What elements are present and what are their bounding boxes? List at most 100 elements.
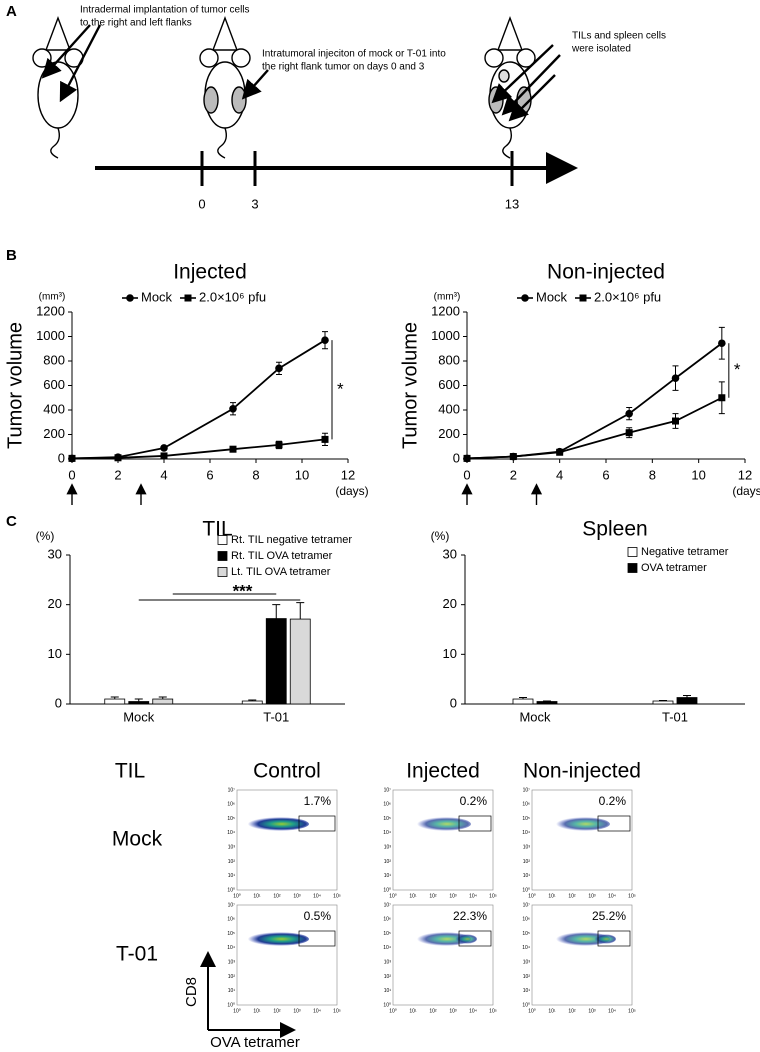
legend-label: 2.0×10⁶ pfu xyxy=(594,289,661,304)
flow-x-tick: 10⁴ xyxy=(608,893,616,899)
point xyxy=(509,453,517,461)
step-text: to the right and left flanks xyxy=(80,18,192,29)
plot-frame xyxy=(236,789,338,891)
legend-swatch xyxy=(217,567,228,577)
x-tick-label: 6 xyxy=(602,467,609,482)
flow-y-tick: 10⁷ xyxy=(384,787,392,793)
flow-y-tick: 10² xyxy=(384,974,392,980)
flow-x-tick: 10¹ xyxy=(409,1008,417,1014)
legend-label: Rt. TIL OVA tetramer xyxy=(231,550,333,562)
cell-cloud xyxy=(550,932,610,946)
flow-y-tick: 10⁰ xyxy=(227,1002,235,1008)
y-tick-label: 0 xyxy=(453,450,460,465)
point xyxy=(463,454,471,462)
column-header: Injected xyxy=(406,760,480,783)
point xyxy=(672,417,679,425)
y-tick-label: 1200 xyxy=(431,303,460,318)
y-tick-label: 0 xyxy=(55,695,62,710)
axis-unit: (%) xyxy=(431,529,450,543)
gate xyxy=(298,930,336,947)
error-bar xyxy=(683,695,691,698)
legend-label: Negative tetramer xyxy=(641,546,729,558)
flow-x-tick: 10⁰ xyxy=(233,1008,241,1014)
axis-unit: (mm³) xyxy=(39,292,66,303)
gate xyxy=(458,930,492,947)
point xyxy=(114,454,122,462)
point xyxy=(229,445,237,453)
flow-x-tick: 10² xyxy=(273,1008,281,1014)
flow-x-tick: 10⁰ xyxy=(389,893,397,899)
legend-label: Rt. TIL negative tetramer xyxy=(231,534,352,546)
flow-y-tick: 10³ xyxy=(384,844,392,850)
bar xyxy=(241,700,263,705)
legend-label: Lt. TIL OVA tetramer xyxy=(231,566,331,578)
axis-title: Tumor volume xyxy=(4,322,26,449)
x-tick-label: T-01 xyxy=(662,709,688,724)
gate xyxy=(458,815,492,832)
flow-y-tick: 10⁶ xyxy=(522,917,530,923)
flow-y-tick: 10⁶ xyxy=(383,917,391,923)
series-line xyxy=(466,396,723,460)
legend-marker xyxy=(579,294,587,302)
flow-y-tick: 10⁵ xyxy=(227,816,235,822)
bar xyxy=(652,700,674,705)
flow-x-tick: 10⁵ xyxy=(489,893,497,899)
error-bar xyxy=(110,696,119,700)
flow-y-tick: 10⁵ xyxy=(522,816,530,822)
flow-y-tick: 10² xyxy=(523,859,531,865)
legend-marker xyxy=(126,294,134,302)
flow-x-tick: 10² xyxy=(273,893,281,899)
legend-swatch xyxy=(217,535,228,545)
flow-x-tick: 10⁴ xyxy=(608,1008,616,1014)
cell-cloud xyxy=(550,817,610,831)
flow-x-tick: 10⁰ xyxy=(389,1008,397,1014)
y-tick-label: 20 xyxy=(443,596,457,611)
flow-x-tick: 10³ xyxy=(293,1008,301,1014)
flow-y-tick: 10³ xyxy=(523,844,531,850)
flow-x-tick: 10¹ xyxy=(548,893,556,899)
y-tick-label: 10 xyxy=(443,646,457,661)
flow-x-tick: 10⁵ xyxy=(489,1008,497,1014)
point xyxy=(625,409,633,418)
annotation: * xyxy=(734,360,741,379)
legend-swatch xyxy=(627,563,638,573)
flow-y-tick: 10³ xyxy=(228,844,236,850)
flow-y-tick: 10¹ xyxy=(523,873,531,879)
timeline-label: 3 xyxy=(251,196,258,211)
flow-y-tick: 10² xyxy=(228,859,236,865)
x-tick-label: 8 xyxy=(252,467,259,482)
point xyxy=(671,374,680,382)
flow-y-tick: 10⁰ xyxy=(522,887,530,893)
flow-y-tick: 10⁷ xyxy=(523,787,531,793)
point xyxy=(625,429,633,437)
timeline-label: 13 xyxy=(505,196,519,211)
flow-x-tick: 10² xyxy=(429,893,437,899)
bar xyxy=(128,701,150,705)
flow-x-tick: 10⁵ xyxy=(628,1008,636,1014)
point xyxy=(321,435,329,443)
flow-x-tick: 10³ xyxy=(293,893,301,899)
error-bar xyxy=(158,696,167,700)
cell-cloud xyxy=(592,934,616,944)
gate-percent: 1.7% xyxy=(304,794,332,808)
gate-percent: 0.2% xyxy=(599,794,627,808)
chart-title: TIL xyxy=(202,518,232,541)
flow-x-tick: 10² xyxy=(568,1008,576,1014)
bar xyxy=(152,698,174,705)
cell-cloud xyxy=(453,934,477,944)
flow-axis-title: OVA tetramer xyxy=(210,1034,300,1051)
x-tick-label: 12 xyxy=(341,467,355,482)
x-tick-label: 4 xyxy=(556,467,563,482)
chart-title: Spleen xyxy=(582,518,647,541)
point xyxy=(556,448,564,456)
flow-y-tick: 10¹ xyxy=(384,873,392,879)
flow-x-tick: 10³ xyxy=(588,893,596,899)
flow-y-tick: 10¹ xyxy=(228,988,236,994)
flow-y-tick: 10⁵ xyxy=(522,931,530,937)
y-tick-label: 20 xyxy=(48,596,62,611)
axis-unit: (days) xyxy=(335,484,368,498)
error-bar xyxy=(248,699,257,702)
point xyxy=(718,394,726,402)
flow-y-tick: 10⁶ xyxy=(522,802,530,808)
